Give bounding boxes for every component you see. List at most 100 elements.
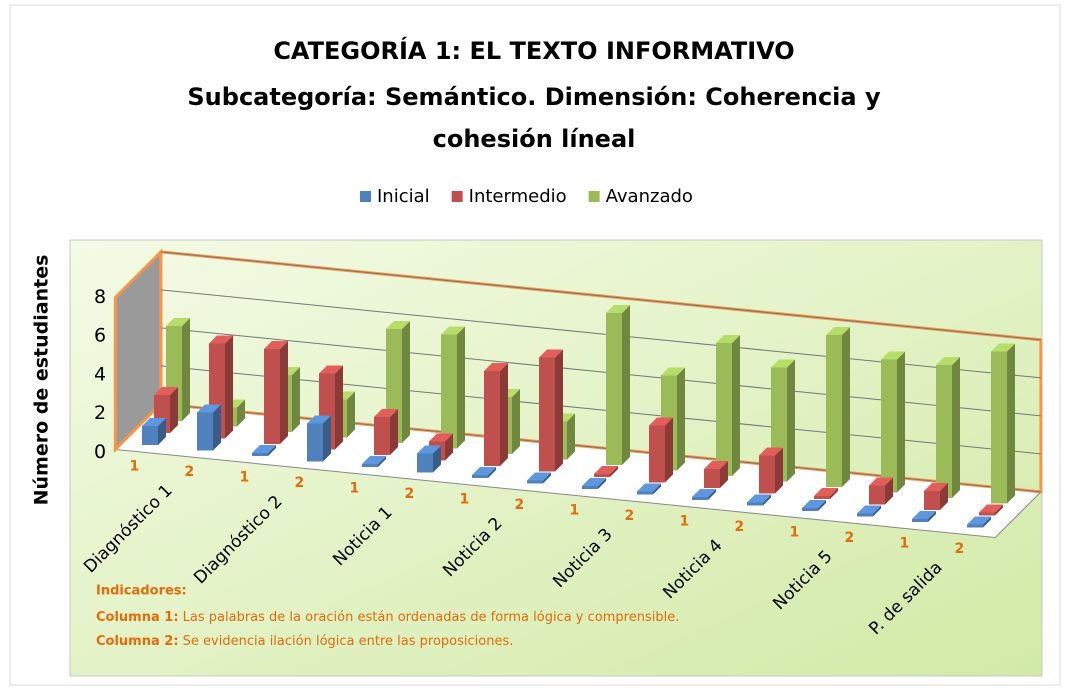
bar-top: [771, 359, 795, 368]
bar: [142, 418, 166, 445]
bar-front: [881, 359, 897, 493]
legend-label: Inicial: [377, 186, 430, 207]
bar: [814, 488, 838, 499]
bar-front: [826, 335, 842, 487]
bar-top: [747, 494, 771, 503]
y-tick-label: 8: [94, 286, 106, 308]
bar-top: [606, 305, 630, 313]
bar-side: [567, 413, 575, 460]
bar-top: [979, 504, 1003, 513]
bar: [747, 494, 771, 506]
y-tick-label: 2: [94, 402, 106, 424]
bar-front: [472, 475, 488, 478]
bar: [594, 466, 618, 477]
bar-side: [677, 367, 685, 471]
bar-side: [213, 404, 221, 451]
bar: [374, 409, 398, 455]
bar-side: [280, 341, 288, 444]
bar: [991, 343, 1015, 504]
bar-front: [539, 357, 555, 472]
bar-side: [787, 359, 795, 482]
bar-side: [610, 466, 618, 477]
bar-front: [582, 486, 598, 489]
column-label: 2: [405, 486, 415, 502]
annotation-text: Las palabras de la oración están ordenad…: [179, 610, 680, 625]
bar-side: [995, 504, 1003, 516]
bar-top: [142, 418, 166, 426]
bar-top: [802, 500, 826, 508]
bar-top: [319, 365, 343, 374]
column-label: 2: [845, 530, 855, 546]
bar: [307, 415, 331, 462]
bar: [826, 327, 850, 487]
bar-side: [665, 417, 673, 483]
bar-side: [457, 326, 465, 449]
bar: [264, 341, 288, 444]
bar: [417, 445, 441, 473]
bar-front: [991, 351, 1007, 504]
grid-line: [160, 251, 1041, 341]
column-label: 1: [130, 459, 140, 475]
bar-top: [704, 461, 728, 469]
bar: [802, 500, 826, 511]
bar-top: [527, 472, 551, 481]
bar: [759, 447, 783, 494]
bar-top: [924, 483, 948, 491]
bar-front: [484, 371, 500, 466]
bar-front: [924, 491, 940, 510]
bar: [979, 504, 1003, 516]
bar: [912, 511, 936, 522]
bar-top: [386, 321, 410, 329]
column-label: 2: [735, 519, 745, 535]
column-label: 1: [240, 470, 250, 486]
annotation-label: Columna 1:: [96, 610, 179, 625]
bar: [716, 335, 740, 476]
bar-side: [390, 409, 398, 455]
bar-side: [378, 456, 386, 467]
y-tick-label: 0: [94, 441, 106, 463]
bar-top: [166, 318, 190, 326]
bar-top: [936, 357, 960, 365]
bar-top: [539, 349, 563, 358]
bar-top: [826, 327, 850, 335]
bar: [869, 477, 893, 505]
bar-front: [979, 512, 995, 516]
bar-side: [323, 415, 331, 462]
bar-side: [830, 488, 838, 499]
bar-front: [606, 313, 622, 465]
bar: [936, 357, 960, 498]
column-label: 2: [625, 508, 635, 524]
column-label: 2: [295, 475, 305, 491]
bar-side: [873, 505, 881, 517]
bar-side: [335, 365, 343, 450]
bar-side: [170, 387, 178, 433]
bar-side: [940, 483, 948, 510]
bar-side: [818, 500, 826, 511]
annotation-item: Columna 1: Las palabras de la oración es…: [96, 610, 679, 625]
bar-top: [881, 351, 905, 360]
bar-front: [197, 412, 213, 451]
bar-top: [582, 478, 606, 486]
bar: [857, 505, 881, 517]
bar-side: [653, 483, 661, 495]
bar-top: [441, 326, 465, 335]
bar: [441, 326, 465, 449]
bar-top: [637, 483, 661, 492]
bar-front: [936, 365, 952, 498]
bar-top: [197, 404, 221, 413]
bar-front: [594, 474, 610, 477]
bar-top: [307, 415, 331, 424]
bar: [637, 483, 661, 495]
bar: [606, 305, 630, 465]
bar: [527, 472, 551, 484]
column-label: 2: [955, 541, 965, 557]
annotation-item: Columna 2: Se evidencia ilación lógica e…: [96, 634, 513, 649]
column-label: 1: [460, 492, 470, 508]
bar-top: [429, 433, 453, 442]
bar-front: [857, 513, 873, 517]
bar-side: [543, 472, 551, 484]
bar-top: [967, 516, 991, 525]
bar-front: [802, 508, 818, 511]
bar-front: [814, 496, 830, 499]
bar-front: [264, 349, 280, 444]
